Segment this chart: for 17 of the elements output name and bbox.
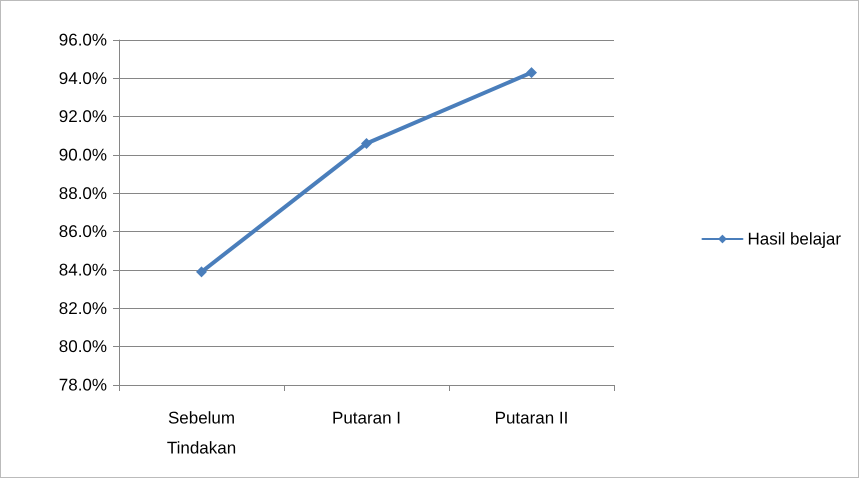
y-tick-label: 78.0% bbox=[58, 376, 107, 394]
point bbox=[361, 138, 372, 149]
x-tick-label: Sebelum Tindakan bbox=[166, 408, 236, 458]
y-tick-label: 84.0% bbox=[58, 260, 107, 280]
y-tick-label: 82.0% bbox=[58, 298, 107, 318]
y-tick-label: 96.0% bbox=[58, 30, 107, 50]
legend-label: Hasil belajar bbox=[747, 230, 842, 248]
point bbox=[196, 266, 207, 278]
y-tick-label: 94.0% bbox=[58, 68, 107, 88]
y-tick-label: 80.0% bbox=[58, 337, 107, 356]
x-tick-label: Putaran II bbox=[494, 408, 568, 428]
y-tick-label: 90.0% bbox=[58, 146, 107, 164]
x-tick-label: Putaran I bbox=[332, 408, 401, 428]
point bbox=[526, 67, 537, 78]
y-tick-label: 88.0% bbox=[58, 184, 107, 203]
y-tick-label: 92.0% bbox=[58, 107, 107, 126]
y-tick-label: 86.0% bbox=[58, 222, 107, 242]
